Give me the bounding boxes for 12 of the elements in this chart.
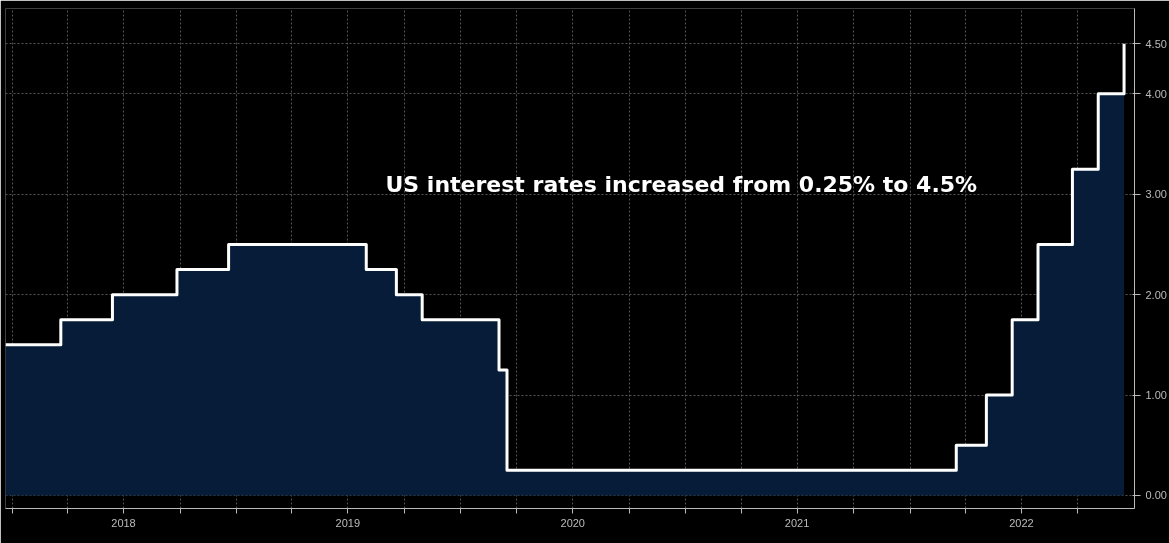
y-tick-label: 4.50 [1145, 37, 1167, 50]
y-tick-label: 3.00 [1145, 188, 1167, 201]
x-tick-label: 2018 [111, 516, 136, 529]
x-tick-label: 2022 [1009, 516, 1034, 529]
y-tick-label: 1.00 [1145, 389, 1167, 402]
x-tick-label: 2020 [560, 516, 586, 529]
x-tick-label: 2019 [335, 516, 361, 529]
y-tick-label: 2.00 [1145, 288, 1167, 301]
y-tick-label: 4.00 [1145, 87, 1167, 100]
x-tick-label: 2021 [784, 516, 810, 529]
y-tick-label: 0.00 [1145, 489, 1167, 502]
annotation: US interest rates increased from 0.25% to 4.5% [385, 171, 978, 197]
